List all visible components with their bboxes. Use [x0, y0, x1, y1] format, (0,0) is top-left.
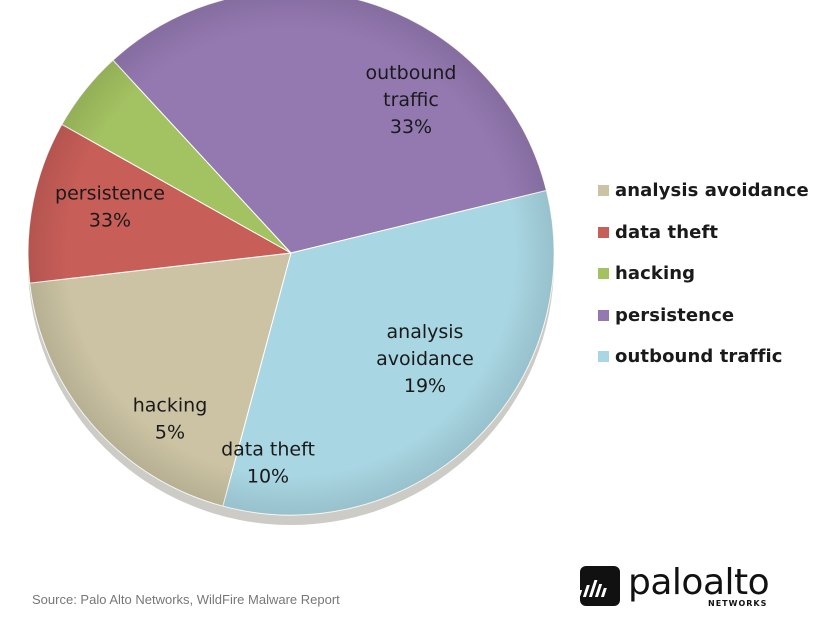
slice-label-data-theft: data theft 10% — [221, 439, 315, 488]
paloalto-logo: paloalto NETWORKS — [580, 562, 780, 616]
legend-swatch — [598, 226, 609, 238]
slice-label-persistence: persistence 33% — [55, 183, 165, 232]
legend-swatch — [598, 351, 609, 363]
slice-label-analysis-avoidance: analysis avoidance 19% — [376, 321, 474, 397]
logo-subtitle: NETWORKS — [708, 599, 768, 608]
legend-item-hacking: hacking — [598, 253, 809, 295]
legend-swatch — [598, 268, 609, 280]
logo-wordmark: paloalto — [628, 562, 770, 603]
paloalto-logo-icon — [580, 566, 620, 606]
legend-item-data-theft: data theft — [598, 212, 809, 254]
legend-label: analysis avoidance — [615, 180, 809, 202]
legend-item-outbound-traffic: outbound traffic — [598, 336, 809, 378]
legend-swatch — [598, 309, 609, 321]
legend-item-analysis-avoidance: analysis avoidance — [598, 170, 809, 212]
legend-label: data theft — [615, 221, 719, 243]
pie-labels: analysis avoidance 19% data theft 10% hacking… — [55, 62, 474, 488]
slice-label-hacking: hacking 5% — [133, 395, 208, 444]
source-note: Source: Palo Alto Networks, WildFire Mal… — [32, 592, 340, 607]
legend-label: persistence — [615, 304, 735, 326]
legend-label: outbound traffic — [615, 346, 783, 368]
legend-swatch — [598, 185, 609, 197]
slice-label-outbound-traffic: outbound traffic 33% — [366, 62, 457, 138]
legend: analysis avoidance data theft hacking persi… — [598, 170, 809, 378]
legend-item-persistence: persistence — [598, 295, 809, 337]
legend-label: hacking — [615, 263, 696, 285]
